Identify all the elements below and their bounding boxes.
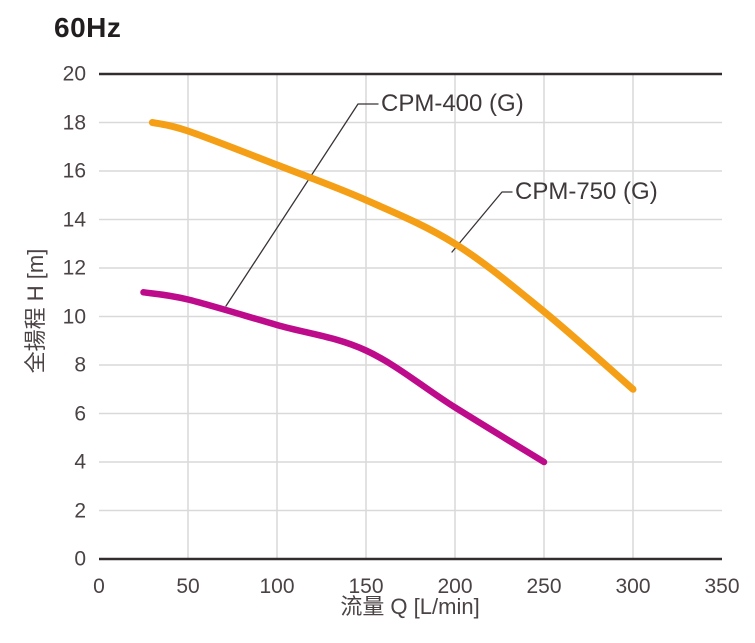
y-axis-title: 全揚程 H [m] <box>23 248 48 374</box>
y-tick-label: 4 <box>74 450 86 474</box>
series-label-cpm-400-g: CPM-400 (G) <box>381 90 524 117</box>
y-tick-label: 6 <box>74 402 86 425</box>
x-tick-label: 350 <box>704 575 740 598</box>
x-tick-label: 150 <box>348 575 384 598</box>
x-tick-label: 300 <box>615 575 651 598</box>
y-tick-label: 0 <box>74 547 86 571</box>
x-axis-title: 流量 Q [L/min] <box>340 594 480 619</box>
x-tick-label: 100 <box>259 575 295 598</box>
leader-line <box>225 103 379 307</box>
y-tick-label: 16 <box>62 159 86 183</box>
y-tick-label: 2 <box>74 499 86 522</box>
series-label-cpm-750-g: CPM-750 (G) <box>515 178 658 205</box>
y-tick-label: 8 <box>74 353 86 377</box>
leader-line <box>451 191 513 253</box>
y-tick-label: 20 <box>62 62 86 86</box>
x-tick-label: 50 <box>176 575 200 598</box>
curve-cpm-400-g <box>140 289 548 466</box>
y-tick-label: 12 <box>62 256 86 280</box>
x-tick-label: 250 <box>526 575 562 598</box>
x-tick-label: 200 <box>437 575 473 598</box>
y-tick-label: 18 <box>62 111 86 134</box>
y-tick-label: 10 <box>62 305 86 328</box>
chart-title: 60Hz <box>54 12 122 43</box>
y-tick-label: 14 <box>62 208 86 231</box>
x-tick-label: 0 <box>93 575 105 598</box>
curve-cpm-750-g <box>148 119 637 393</box>
